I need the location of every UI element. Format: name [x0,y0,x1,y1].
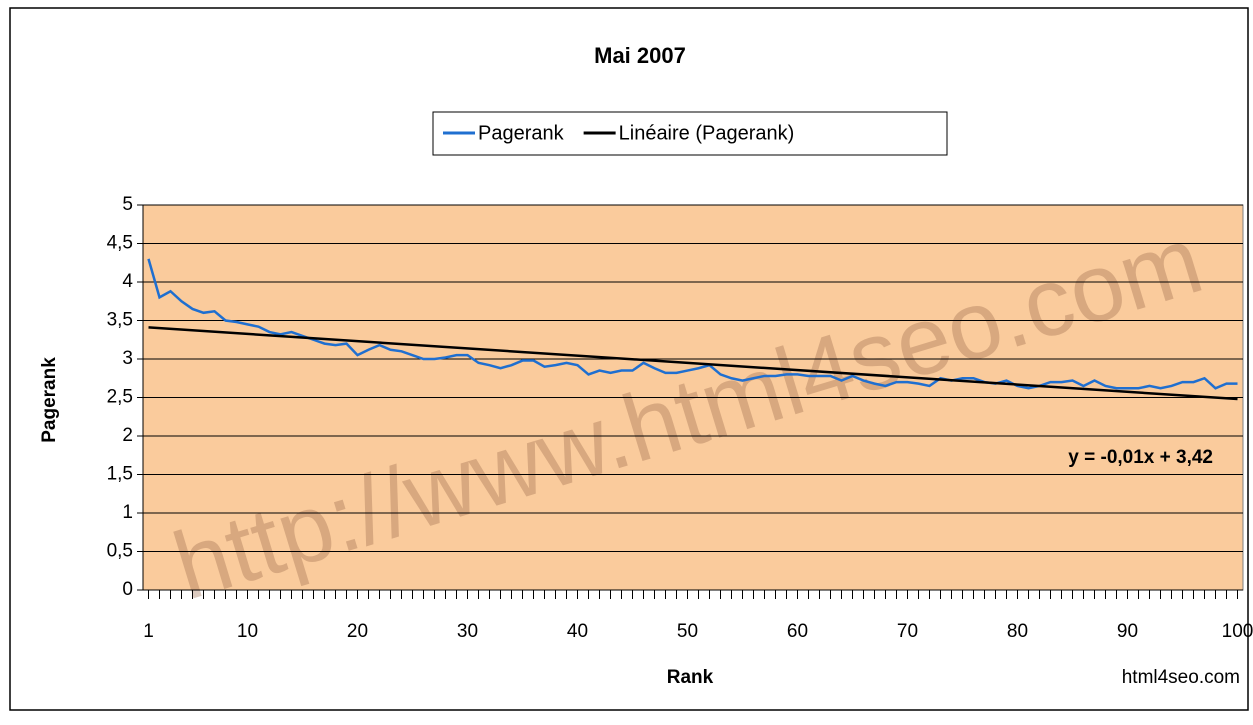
source-label: html4seo.com [1122,667,1240,688]
legend-box [432,111,948,156]
y-tick-label: 0 [122,579,133,600]
x-tick-label: 30 [457,621,478,642]
x-tick-label: 70 [897,621,918,642]
y-tick-label: 0,5 [107,541,133,562]
x-tick-label: 60 [787,621,808,642]
x-tick-label: 80 [1007,621,1028,642]
y-tick-label: 2,5 [107,387,133,408]
x-axis-label: Rank [667,667,714,688]
x-tick-label: 1 [143,621,154,642]
legend-label: Pagerank [478,122,565,144]
y-tick-label: 1 [122,502,133,523]
legend-label: Linéaire (Pagerank) [619,122,795,144]
series-line [147,258,1238,390]
y-axis-label: Pagerank [39,357,60,443]
x-tick-label: 40 [567,621,588,642]
y-tick-label: 1,5 [107,464,133,485]
x-tick-label: 50 [677,621,698,642]
x-tick-label: 10 [237,621,258,642]
y-tick-label: 3 [122,348,133,369]
x-tick-label: 20 [347,621,368,642]
trend-equation: y = -0,01x + 3,42 [1068,447,1213,468]
y-tick-label: 2 [122,425,133,446]
chart-title: Mai 2007 [594,43,686,68]
y-tick-label: 3,5 [107,310,133,331]
x-tick-label: 90 [1117,621,1138,642]
x-tick-label: 100 [1222,621,1253,642]
y-tick-label: 4 [122,271,133,292]
series-line [148,326,1238,401]
y-tick-label: 5 [122,194,133,215]
y-tick-label: 4,5 [107,233,133,254]
